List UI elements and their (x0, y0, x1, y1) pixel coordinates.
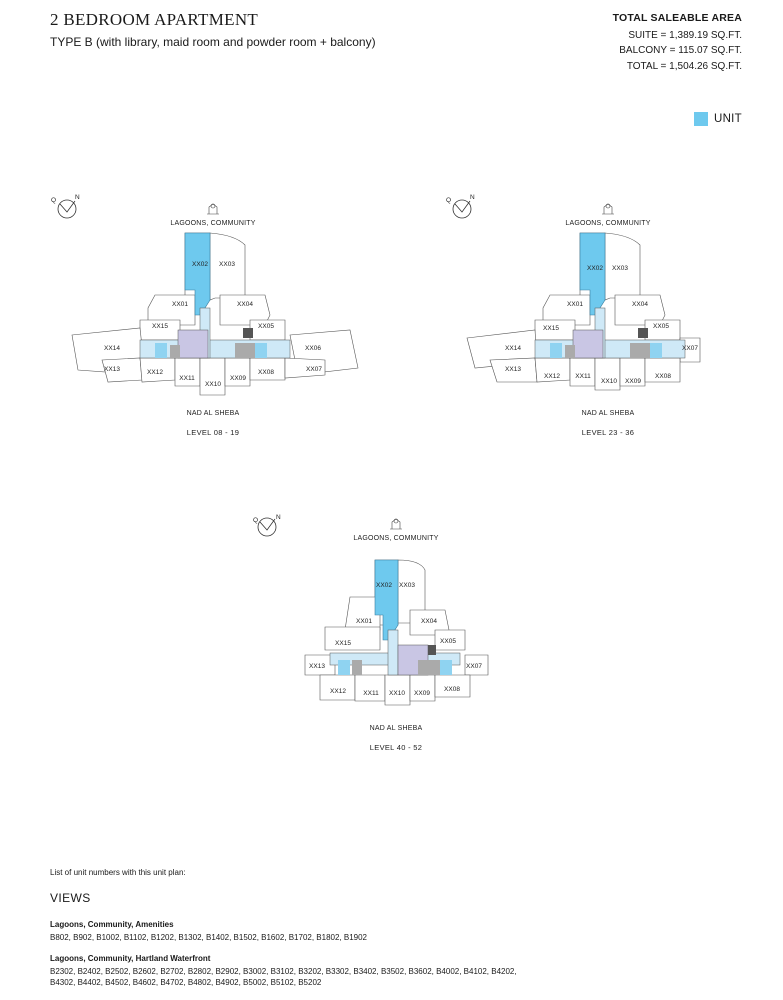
compass-n: N (470, 194, 475, 201)
unit-label: XX10 (205, 381, 221, 388)
unit-label: XX13 (309, 663, 325, 670)
unit-label: XX15 (335, 640, 351, 647)
unit-label: XX12 (330, 688, 346, 695)
unit-label: XX10 (601, 378, 617, 385)
unit-label: XX11 (363, 690, 379, 697)
unit-label: XX01 (172, 301, 188, 308)
compass-q: Q (446, 197, 451, 204)
compass-icon: Q N (446, 194, 475, 219)
balcony-area: BALCONY = 115.07 SQ.FT. (619, 45, 742, 56)
unit-label: XX05 (258, 323, 274, 330)
floor-plan-level-40-52: Q N LAGOONS, COMMUNITY XX02 XX03 XX01 XX… (253, 514, 489, 752)
unit-label: XX14 (104, 345, 120, 352)
page-subtitle: TYPE B (with library, maid room and powd… (50, 35, 376, 49)
unit-label: XX08 (258, 369, 274, 376)
saleable-area-heading: TOTAL SALEABLE AREA (612, 12, 742, 24)
view-group-title: Lagoons, Community, Amenities (50, 920, 174, 929)
unit-label: XX01 (356, 618, 372, 625)
unit-label: XX05 (440, 638, 456, 645)
legend-label: UNIT (713, 113, 742, 125)
compass-icon: Q N (51, 194, 80, 219)
compass-q: Q (253, 517, 258, 524)
view-bottom-label: NAD AL SHEBA (187, 410, 240, 417)
view-group-units: B2302, B2402, B2502, B2602, B2702, B2802… (50, 967, 517, 987)
unit-label: XX12 (544, 373, 560, 380)
unit-label: XX09 (625, 378, 641, 385)
view-bottom-label: NAD AL SHEBA (370, 725, 423, 732)
unit-label: XX01 (567, 301, 583, 308)
unit-label: XX15 (152, 323, 168, 330)
unit-label: XX04 (632, 301, 648, 308)
unit-label: XX07 (306, 366, 322, 373)
view-icon (602, 203, 614, 215)
saleable-area-block: TOTAL SALEABLE AREA SUITE = 1,389.19 SQ.… (613, 11, 742, 74)
unit-label: XX10 (389, 690, 405, 697)
view-icon (390, 518, 402, 530)
compass-n: N (276, 514, 281, 521)
unit-label: XX11 (179, 375, 195, 382)
total-area: TOTAL = 1,504.26 SQ.FT. (626, 60, 742, 72)
level-caption: LEVEL 23 - 36 (582, 428, 634, 437)
unit-label: XX05 (653, 323, 669, 330)
compass-icon: Q N (253, 514, 281, 537)
view-bottom-label: NAD AL SHEBA (582, 410, 635, 417)
unit-label: XX03 (219, 261, 235, 268)
unit-label: XX14 (505, 345, 521, 352)
view-group: Lagoons, Community, Hartland Waterfront … (50, 954, 530, 988)
unit-label: XX13 (104, 366, 120, 373)
unit-label: XX02 (587, 265, 603, 272)
unit-label: XX06 (305, 345, 321, 352)
view-icon (207, 203, 219, 215)
level-caption: LEVEL 08 - 19 (187, 428, 239, 437)
unit-label: XX11 (575, 373, 591, 380)
unit-label: XX13 (505, 366, 521, 373)
floor-plan-level-08-19: Q N LAGOONS, COMMUNITY XX02 XX03 XX01 XX… (51, 194, 359, 437)
view-group-title: Lagoons, Community, Hartland Waterfront (50, 954, 211, 963)
unit-label: XX02 (376, 582, 392, 589)
unit-label: XX09 (414, 690, 430, 697)
legend: UNIT (693, 112, 742, 126)
view-group-units: B802, B902, B1002, B1102, B1202, B1302, … (50, 933, 367, 942)
unit-label: XX09 (230, 375, 246, 382)
unit-label: XX03 (399, 582, 415, 589)
unit-label: XX04 (237, 301, 253, 308)
view-top-label: LAGOONS, COMMUNITY (170, 220, 255, 227)
floor-plan-level-23-36: Q N LAGOONS, COMMUNITY XX02 XX03 XX01 XX… (446, 194, 701, 437)
page-title: 2 BEDROOM APARTMENT (50, 10, 259, 29)
suite-area: SUITE = 1,389.19 SQ.FT. (628, 29, 742, 41)
unit-label: XX08 (655, 373, 671, 380)
view-group: Lagoons, Community, Amenities B802, B902… (50, 920, 530, 943)
view-top-label: LAGOONS, COMMUNITY (353, 535, 438, 542)
views-heading: VIEWS (50, 891, 91, 905)
compass-n: N (75, 194, 80, 201)
unit-list-intro: List of unit numbers with this unit plan… (50, 868, 186, 877)
compass-q: Q (51, 197, 56, 204)
unit-label: XX02 (192, 261, 208, 268)
level-caption: LEVEL 40 - 52 (370, 743, 422, 752)
unit-label: XX03 (612, 265, 628, 272)
unit-label: XX04 (421, 618, 437, 625)
unit-label: XX15 (543, 325, 559, 332)
unit-label: XX12 (147, 369, 163, 376)
view-top-label: LAGOONS, COMMUNITY (565, 220, 650, 227)
unit-label: XX07 (682, 345, 698, 352)
unit-swatch (693, 112, 708, 126)
unit-label: XX08 (444, 686, 460, 693)
unit-label: XX07 (466, 663, 482, 670)
